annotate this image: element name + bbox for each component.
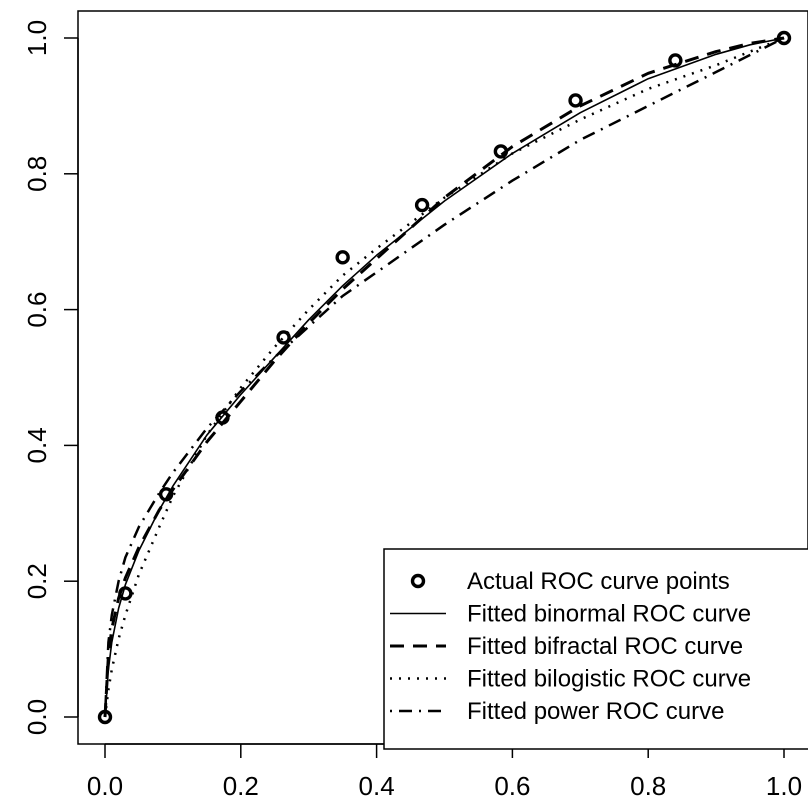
- legend: Actual ROC curve points Fitted binormal R…: [383, 548, 808, 750]
- legend-label: Fitted bifractal ROC curve: [467, 633, 743, 660]
- x-tick-label: 0.8: [630, 771, 666, 801]
- series-line-solid: [104, 37, 785, 718]
- legend-label: Fitted binormal ROC curve: [467, 601, 751, 628]
- x-tick-label: 0.0: [87, 771, 123, 801]
- y-tick-label: 1.0: [22, 20, 52, 56]
- roc-point: [97, 709, 113, 725]
- roc-point: [414, 197, 430, 213]
- x-tick-label: 0.6: [494, 771, 530, 801]
- roc-point: [493, 144, 509, 159]
- x-tick-label: 1.0: [766, 771, 802, 801]
- y-tick-label: 0.6: [22, 292, 52, 328]
- legend-key-point: [410, 573, 426, 589]
- y-tick-label: 0.2: [22, 563, 52, 599]
- roc-point: [568, 93, 583, 108]
- markers-layer: [97, 30, 792, 725]
- roc-point: [215, 410, 230, 425]
- roc-point: [276, 330, 291, 345]
- roc-point: [668, 53, 683, 68]
- roc-point: [776, 30, 792, 46]
- y-tick-label: 0.4: [22, 427, 52, 463]
- y-tick-label: 0.8: [22, 156, 52, 192]
- series-line-dotted: [103, 36, 785, 718]
- legend-label: Fitted bilogistic ROC curve: [467, 666, 751, 693]
- x-tick-label: 0.2: [223, 771, 259, 801]
- roc-point: [118, 586, 133, 601]
- series-line-dotdash: [103, 36, 785, 718]
- roc-point: [335, 250, 350, 265]
- y-axis: 0.0 0.2 0.4 0.6 0.8 1.0: [22, 20, 79, 735]
- roc-point: [158, 487, 174, 502]
- y-tick-label: 0.0: [22, 699, 52, 735]
- x-tick-label: 0.4: [359, 771, 395, 801]
- legend-box: [383, 548, 808, 750]
- legend-label: Actual ROC curve points: [467, 568, 730, 595]
- legend-label: Fitted power ROC curve: [467, 698, 724, 725]
